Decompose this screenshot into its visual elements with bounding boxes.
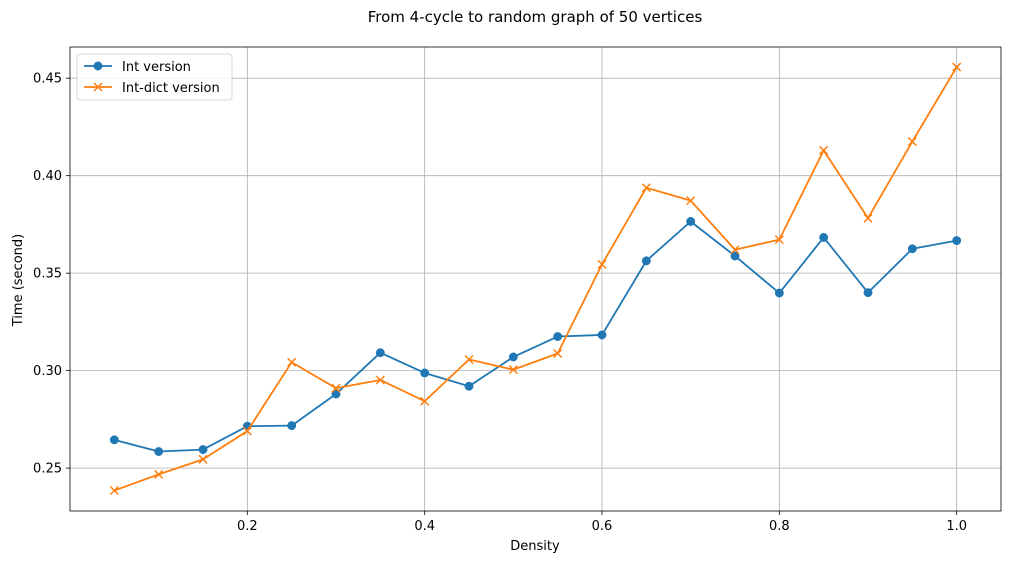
- data-point-x: [730, 245, 740, 255]
- data-point-x: [597, 259, 607, 269]
- data-point-circle: [508, 352, 518, 362]
- x-tick-label: 1.0: [946, 519, 967, 534]
- data-point-x: [198, 454, 208, 464]
- data-point-circle: [730, 251, 740, 261]
- data-point-circle: [819, 233, 829, 242]
- ticks: 0.2 0.4 0.6 0.8 1.0 0.25 0.30 0.35 0.40 0.45: [33, 72, 967, 534]
- x-tick-label: 0.4: [414, 519, 435, 534]
- series-int-version: [109, 217, 962, 456]
- grid: [70, 47, 1001, 511]
- y-tick-label: 0.45: [33, 72, 62, 87]
- y-tick-label: 0.40: [33, 169, 62, 184]
- series-int-dict-version: [109, 62, 962, 496]
- data-point-circle: [774, 288, 784, 298]
- y-axis-label: Time (second): [11, 234, 26, 327]
- data-point-circle: [464, 381, 474, 391]
- data-point-x: [508, 365, 518, 375]
- chart-title: From 4-cycle to random graph of 50 verti…: [368, 8, 703, 26]
- data-point-circle: [109, 435, 119, 445]
- y-tick-label: 0.35: [33, 267, 62, 282]
- data-point-circle: [597, 330, 607, 340]
- legend-label: Int version: [122, 60, 191, 75]
- plot-frame: [69, 46, 1002, 512]
- series-line: [114, 66, 958, 492]
- y-tick-label: 0.30: [33, 364, 62, 379]
- data-point-x: [686, 196, 696, 206]
- data-point-x: [287, 357, 297, 367]
- x-tick-label: 0.2: [237, 519, 258, 534]
- data-point-x: [420, 396, 430, 406]
- data-point-circle: [863, 288, 873, 298]
- legend-box: [76, 53, 233, 101]
- data-point-circle: [331, 389, 341, 399]
- legend-item: Int-dict version: [84, 81, 220, 96]
- data-point-x: [331, 383, 341, 393]
- data-point-x: [774, 235, 784, 245]
- data-point-circle: [952, 236, 962, 246]
- series-layer: [109, 62, 962, 496]
- data-point-x: [907, 137, 917, 147]
- legend-label: Int-dict version: [122, 81, 220, 96]
- data-point-circle: [287, 421, 297, 431]
- data-point-x: [109, 485, 119, 496]
- legend-marker-circle: [93, 61, 103, 71]
- legend-marker-x: [93, 82, 103, 92]
- data-point-x: [242, 426, 252, 436]
- data-point-x: [464, 354, 474, 365]
- data-point-x: [154, 469, 164, 479]
- data-point-x: [952, 62, 962, 72]
- data-point-circle: [198, 445, 208, 455]
- data-point-circle: [420, 368, 430, 378]
- series-line: [114, 220, 957, 453]
- x-tick-label: 0.6: [592, 519, 613, 534]
- data-point-x: [819, 145, 829, 155]
- y-tick-label: 0.25: [33, 462, 62, 477]
- data-point-x: [375, 375, 385, 385]
- data-point-circle: [907, 244, 917, 254]
- data-point-circle: [641, 256, 651, 266]
- data-point-circle: [553, 332, 563, 341]
- legend-item: Int version: [84, 60, 191, 75]
- x-tick-label: 0.8: [769, 519, 790, 534]
- x-axis-label: Density: [510, 539, 560, 554]
- data-point-circle: [686, 217, 696, 226]
- data-point-x: [553, 348, 563, 359]
- data-point-x: [641, 183, 651, 193]
- data-point-x: [863, 213, 873, 223]
- legend: Int version Int-dict version: [76, 53, 233, 101]
- data-point-circle: [375, 348, 385, 358]
- data-point-circle: [154, 447, 164, 456]
